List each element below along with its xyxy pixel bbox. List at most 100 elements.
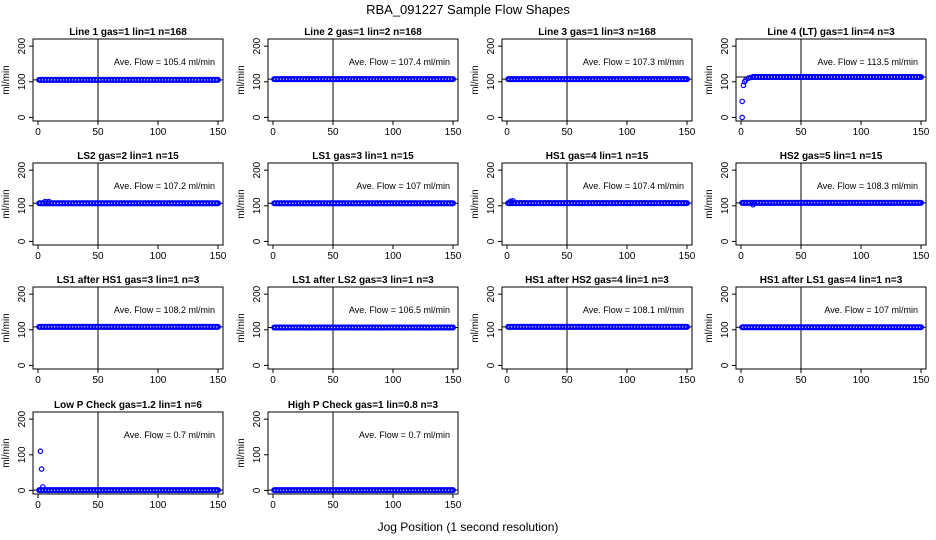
x-tick-label: 50 [327, 375, 339, 386]
x-tick-label: 100 [619, 127, 636, 138]
data-point [750, 201, 756, 208]
panel-12: HS1 after LS1 gas=4 lin=1 n=3 ml/min 0 100 2… [704, 275, 930, 386]
x-tick-label: 50 [795, 251, 807, 262]
y-tick-label: 0 [17, 487, 28, 493]
x-tick-label: 150 [445, 375, 462, 386]
y-tick-label: 200 [720, 285, 731, 302]
x-tick-label: 150 [210, 127, 227, 138]
x-tick-label: 0 [504, 375, 510, 386]
y-tick-label: 100 [486, 73, 497, 90]
x-tick-label: 0 [35, 375, 41, 386]
panel-3: Line 3 gas=1 lin=3 n=168 ml/min 0 100 200 0 50… [470, 27, 696, 138]
panel-title: Low P Check gas=1.2 lin=1 n=6 [54, 400, 202, 411]
y-tick-label: 200 [17, 410, 28, 427]
x-tick-label: 150 [445, 127, 462, 138]
avg-flow-annotation: Ave. Flow = 105.4 ml/min [114, 57, 215, 67]
y-tick-label: 200 [486, 285, 497, 302]
figure-xlabel: Jog Position (1 second resolution) [378, 520, 559, 534]
plot-frame [735, 286, 927, 370]
avg-flow-annotation: Ave. Flow = 107.4 ml/min [583, 181, 684, 191]
x-tick-label: 0 [504, 251, 510, 262]
plot-frame [735, 162, 927, 246]
x-tick-label: 50 [92, 127, 104, 138]
y-axis-label: ml/min [470, 65, 481, 94]
panel-title: HS1 after LS1 gas=4 lin=1 n=3 [760, 275, 903, 286]
x-tick-label: 100 [385, 127, 402, 138]
y-tick-label: 200 [720, 37, 731, 54]
x-tick-label: 50 [561, 127, 573, 138]
plot-frame [267, 411, 459, 495]
y-tick-label: 100 [486, 321, 497, 338]
y-axis-label: ml/min [704, 65, 715, 94]
avg-flow-annotation: Ave. Flow = 108.1 ml/min [583, 305, 684, 315]
panel-grid: Line 1 gas=1 lin=1 n=168 ml/min 0 100 200 0 50… [1, 27, 930, 511]
y-tick-label: 0 [486, 362, 497, 368]
x-tick-label: 50 [327, 127, 339, 138]
x-tick-label: 150 [445, 251, 462, 262]
x-tick-label: 100 [385, 500, 402, 511]
y-tick-label: 100 [17, 197, 28, 214]
y-tick-label: 100 [720, 197, 731, 214]
data-point [745, 75, 752, 82]
y-tick-label: 100 [17, 321, 28, 338]
data-point [39, 484, 46, 490]
data-point [739, 98, 746, 105]
x-tick-label: 100 [619, 251, 636, 262]
avg-flow-annotation: Ave. Flow = 108.2 ml/min [114, 305, 215, 315]
panel-title: HS1 gas=4 lin=1 n=15 [546, 151, 649, 162]
data-point [510, 197, 516, 204]
x-tick-label: 0 [504, 127, 510, 138]
panel-title: HS1 after HS2 gas=4 lin=1 n=3 [525, 275, 669, 286]
panel-4: Line 4 (LT) gas=1 lin=4 n=3 ml/min 0 100 200… [704, 27, 930, 138]
panel-title: Line 4 (LT) gas=1 lin=4 n=3 [767, 27, 895, 38]
plot-frame [267, 162, 459, 246]
y-tick-label: 200 [17, 161, 28, 178]
x-tick-label: 0 [738, 251, 744, 262]
x-tick-label: 0 [35, 251, 41, 262]
x-tick-label: 100 [385, 251, 402, 262]
x-tick-label: 0 [270, 127, 276, 138]
x-tick-label: 100 [150, 500, 167, 511]
panel-10: LS1 after LS2 gas=3 lin=1 n=3 ml/min 0 100 2… [236, 275, 462, 386]
x-tick-label: 150 [679, 127, 696, 138]
x-tick-label: 150 [913, 375, 930, 386]
y-axis-label: ml/min [1, 438, 12, 467]
panel-2: Line 2 gas=1 lin=2 n=168 ml/min 0 100 200 0 50… [236, 27, 462, 138]
y-axis-label: ml/min [1, 189, 12, 218]
y-tick-label: 100 [252, 197, 263, 214]
x-tick-label: 0 [35, 500, 41, 511]
y-tick-label: 0 [486, 114, 497, 120]
data-point [37, 448, 44, 455]
avg-flow-annotation: Ave. Flow = 107 ml/min [356, 181, 450, 191]
x-tick-label: 0 [35, 127, 41, 138]
x-tick-label: 150 [913, 251, 930, 262]
y-tick-label: 0 [486, 238, 497, 244]
panel-title: Line 1 gas=1 lin=1 n=168 [69, 27, 187, 38]
y-axis-label: ml/min [236, 65, 247, 94]
y-tick-label: 200 [17, 285, 28, 302]
x-tick-label: 150 [445, 500, 462, 511]
y-tick-label: 200 [252, 285, 263, 302]
y-tick-label: 0 [720, 238, 731, 244]
x-tick-label: 100 [853, 251, 870, 262]
x-tick-label: 100 [853, 375, 870, 386]
plot-frame [501, 38, 693, 122]
y-axis-label: ml/min [236, 313, 247, 342]
plot-frame [267, 286, 459, 370]
avg-flow-annotation: Ave. Flow = 108.3 ml/min [817, 181, 918, 191]
y-tick-label: 0 [17, 238, 28, 244]
panel-7: HS1 gas=4 lin=1 n=15 ml/min 0 100 200 0 50 100 1… [470, 151, 696, 262]
data-point [42, 198, 49, 205]
x-tick-label: 100 [385, 375, 402, 386]
plot-frame [501, 286, 693, 370]
y-tick-label: 0 [252, 362, 263, 368]
y-tick-label: 0 [17, 362, 28, 368]
x-tick-label: 50 [795, 375, 807, 386]
x-tick-label: 0 [270, 500, 276, 511]
plot-frame [501, 162, 693, 246]
x-tick-label: 0 [270, 375, 276, 386]
y-tick-label: 200 [252, 410, 263, 427]
figure-title: RBA_091227 Sample Flow Shapes [366, 2, 570, 17]
panel-14: High P Check gas=1 lin=0.8 n=3 ml/min 0 100… [236, 400, 462, 511]
